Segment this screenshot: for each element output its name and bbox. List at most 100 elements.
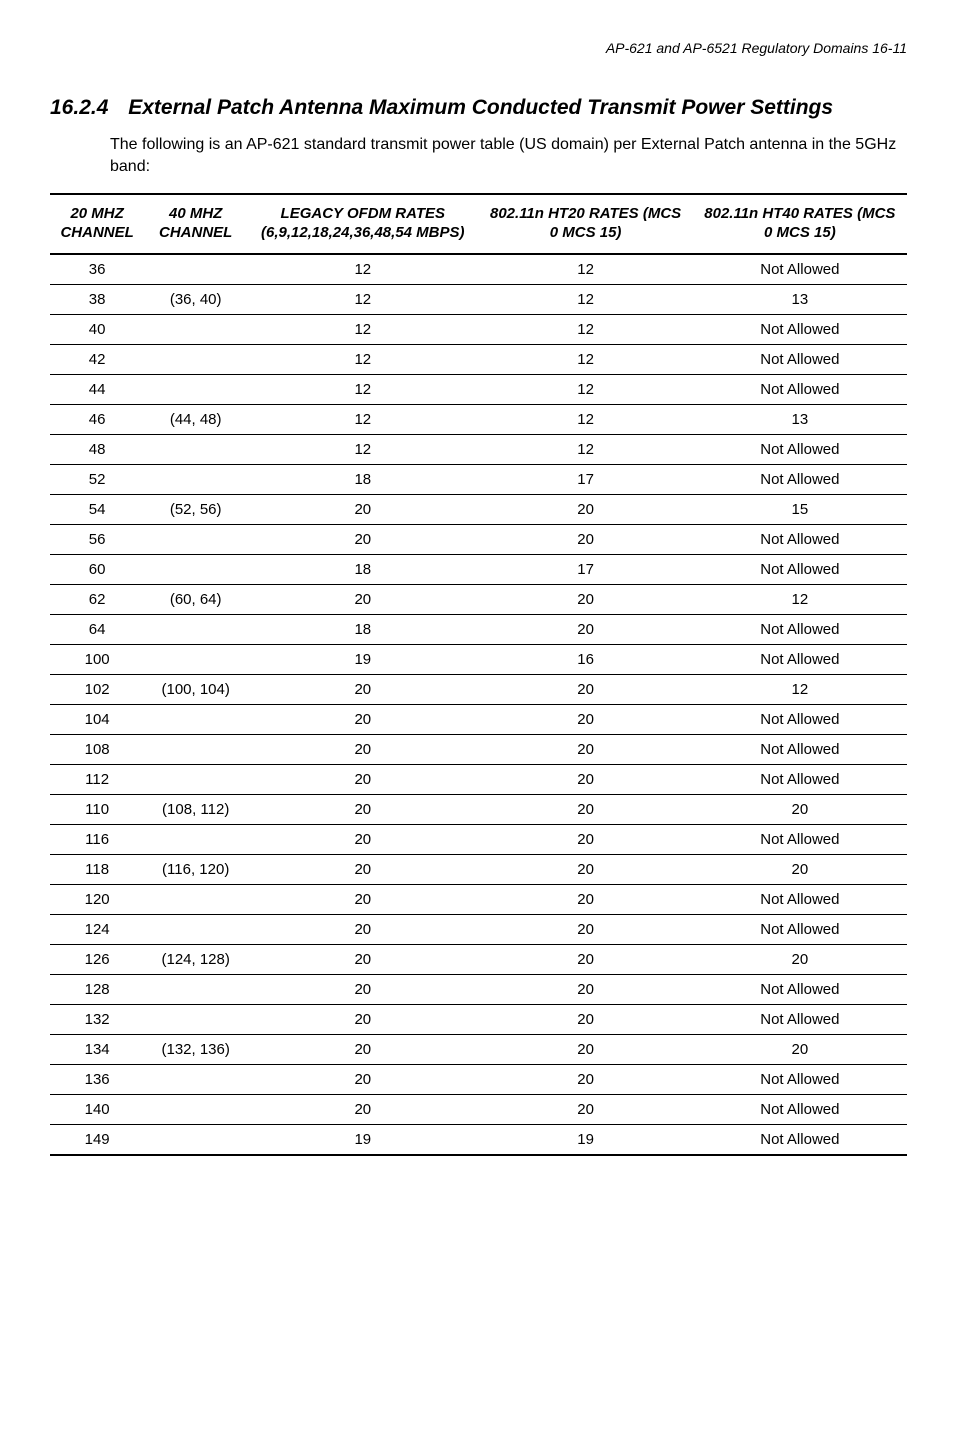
table-cell: (124, 128) (144, 944, 247, 974)
table-cell: 12 (478, 254, 692, 285)
table-cell: Not Allowed (693, 464, 907, 494)
table-cell: 20 (247, 974, 478, 1004)
table-cell: 12 (478, 314, 692, 344)
table-cell: 20 (478, 584, 692, 614)
table-cell: Not Allowed (693, 884, 907, 914)
col-header-ht40: 802.11n HT40 RATES (MCS 0 MCS 15) (693, 194, 907, 254)
table-cell: 20 (478, 494, 692, 524)
table-cell: 20 (478, 1004, 692, 1034)
table-cell: 20 (693, 1034, 907, 1064)
table-cell: Not Allowed (693, 734, 907, 764)
table-row: 1162020Not Allowed (50, 824, 907, 854)
table-cell: 20 (478, 764, 692, 794)
table-cell: 13 (693, 284, 907, 314)
table-row: 481212Not Allowed (50, 434, 907, 464)
table-cell: 128 (50, 974, 144, 1004)
power-table: 20 MHZ CHANNEL 40 MHZ CHANNEL LEGACY OFD… (50, 193, 907, 1156)
table-row: 126(124, 128)202020 (50, 944, 907, 974)
table-cell: Not Allowed (693, 764, 907, 794)
table-cell: 149 (50, 1124, 144, 1155)
table-cell: 20 (247, 914, 478, 944)
table-cell (144, 614, 247, 644)
table-row: 62(60, 64)202012 (50, 584, 907, 614)
table-cell: 17 (478, 554, 692, 584)
table-cell: 12 (478, 404, 692, 434)
table-row: 1122020Not Allowed (50, 764, 907, 794)
table-cell: 12 (478, 344, 692, 374)
table-cell: (60, 64) (144, 584, 247, 614)
table-row: 1362020Not Allowed (50, 1064, 907, 1094)
table-cell: 134 (50, 1034, 144, 1064)
table-cell: 20 (478, 734, 692, 764)
table-row: 1042020Not Allowed (50, 704, 907, 734)
table-cell: Not Allowed (693, 914, 907, 944)
table-cell (144, 434, 247, 464)
table-row: 1491919Not Allowed (50, 1124, 907, 1155)
table-row: 562020Not Allowed (50, 524, 907, 554)
table-cell: 12 (693, 584, 907, 614)
table-row: 1282020Not Allowed (50, 974, 907, 1004)
table-cell: 20 (693, 944, 907, 974)
table-cell: 110 (50, 794, 144, 824)
table-cell: 20 (247, 794, 478, 824)
table-row: 441212Not Allowed (50, 374, 907, 404)
table-cell: 20 (247, 854, 478, 884)
table-row: 601817Not Allowed (50, 554, 907, 584)
table-cell: 18 (247, 464, 478, 494)
table-cell: 17 (478, 464, 692, 494)
table-row: 1322020Not Allowed (50, 1004, 907, 1034)
table-cell (144, 254, 247, 285)
table-cell: 102 (50, 674, 144, 704)
table-cell: 12 (247, 314, 478, 344)
table-cell: Not Allowed (693, 314, 907, 344)
table-cell: 20 (693, 854, 907, 884)
table-cell: 20 (247, 1094, 478, 1124)
table-cell: 20 (247, 584, 478, 614)
table-row: 1082020Not Allowed (50, 734, 907, 764)
table-cell: 140 (50, 1094, 144, 1124)
table-row: 401212Not Allowed (50, 314, 907, 344)
table-cell: (132, 136) (144, 1034, 247, 1064)
table-cell (144, 1094, 247, 1124)
table-cell: 20 (247, 674, 478, 704)
table-cell: 16 (478, 644, 692, 674)
table-cell: 12 (478, 434, 692, 464)
table-cell (144, 1124, 247, 1155)
table-cell: 12 (247, 404, 478, 434)
table-cell: Not Allowed (693, 254, 907, 285)
table-cell: 20 (478, 854, 692, 884)
table-row: 54(52, 56)202015 (50, 494, 907, 524)
col-header-ht20: 802.11n HT20 RATES (MCS 0 MCS 15) (478, 194, 692, 254)
table-cell: 18 (247, 614, 478, 644)
table-cell: 20 (247, 944, 478, 974)
table-row: 118(116, 120)202020 (50, 854, 907, 884)
table-row: 521817Not Allowed (50, 464, 907, 494)
table-cell: 12 (247, 284, 478, 314)
table-cell: 12 (247, 254, 478, 285)
table-cell: 12 (247, 374, 478, 404)
table-row: 361212Not Allowed (50, 254, 907, 285)
table-cell (144, 1064, 247, 1094)
table-cell (144, 374, 247, 404)
col-header-20mhz: 20 MHZ CHANNEL (50, 194, 144, 254)
table-cell: Not Allowed (693, 974, 907, 1004)
table-cell: 12 (478, 284, 692, 314)
table-cell: (52, 56) (144, 494, 247, 524)
table-cell: Not Allowed (693, 434, 907, 464)
table-cell: 20 (247, 764, 478, 794)
table-cell: 20 (247, 704, 478, 734)
table-cell (144, 824, 247, 854)
table-cell: 20 (247, 884, 478, 914)
table-cell: 64 (50, 614, 144, 644)
table-row: 102(100, 104)202012 (50, 674, 907, 704)
table-cell: 112 (50, 764, 144, 794)
table-cell: (44, 48) (144, 404, 247, 434)
intro-paragraph: The following is an AP-621 standard tran… (110, 134, 907, 177)
table-cell: 48 (50, 434, 144, 464)
table-cell: 19 (478, 1124, 692, 1155)
table-cell: 12 (247, 344, 478, 374)
table-cell: 104 (50, 704, 144, 734)
table-row: 46(44, 48)121213 (50, 404, 907, 434)
table-cell (144, 1004, 247, 1034)
table-cell: 20 (478, 974, 692, 1004)
